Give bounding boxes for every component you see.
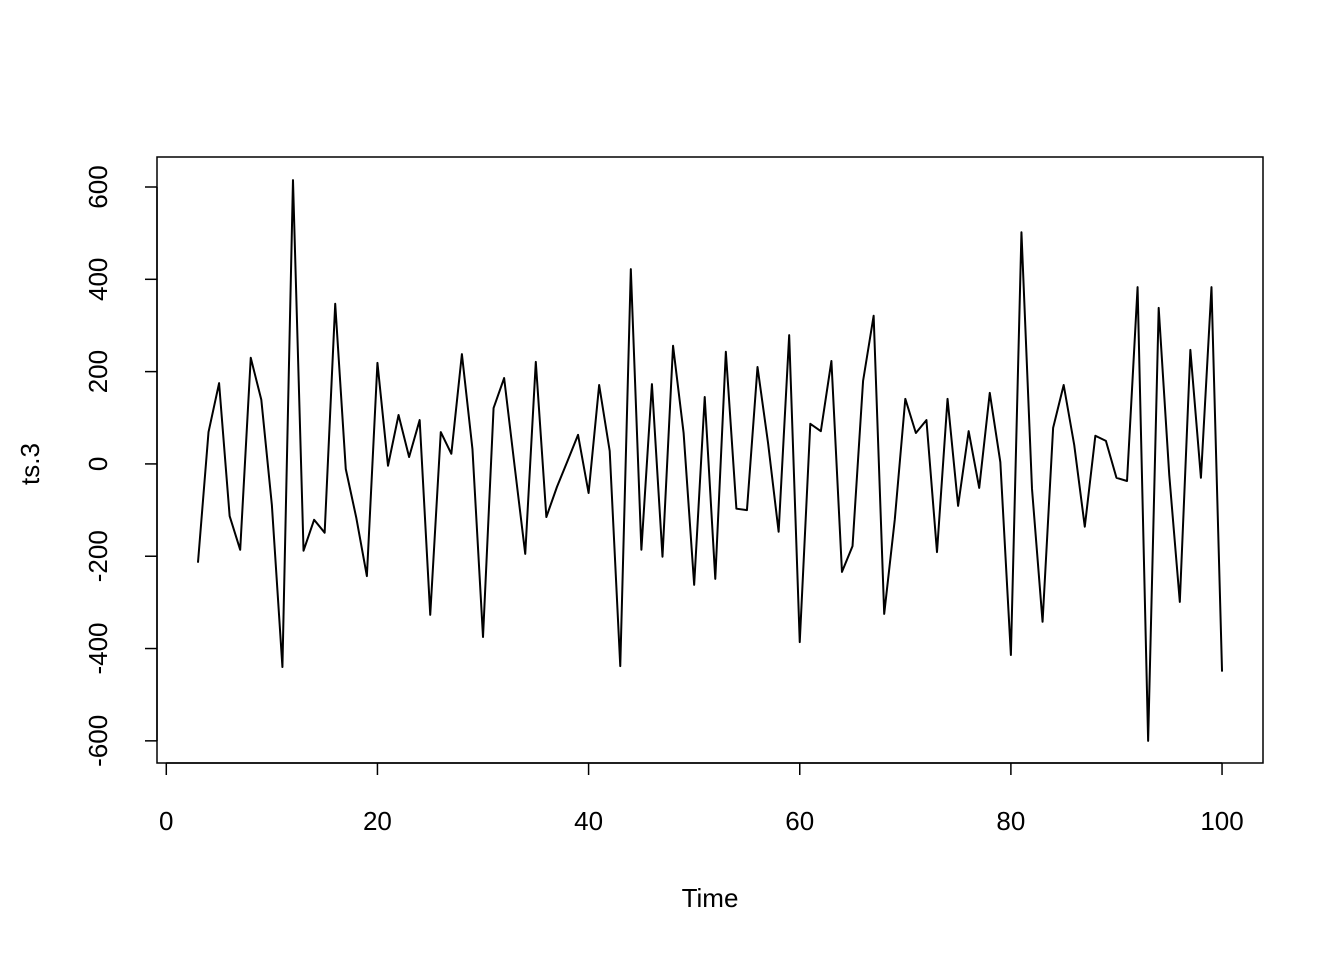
y-tick-label: 0 (83, 457, 113, 471)
x-tick-label: 40 (574, 806, 603, 836)
y-tick-label: -600 (83, 715, 113, 767)
y-tick-label: -200 (83, 530, 113, 582)
y-tick-label: 400 (83, 258, 113, 301)
y-tick-label: 600 (83, 165, 113, 208)
x-tick-label: 20 (363, 806, 392, 836)
x-axis-label: Time (682, 883, 739, 913)
y-tick-label: -400 (83, 623, 113, 675)
x-tick-label: 60 (785, 806, 814, 836)
y-tick-label: 200 (83, 350, 113, 393)
plot-box (156, 156, 1264, 764)
x-tick-label: 80 (996, 806, 1025, 836)
x-tick-label: 100 (1200, 806, 1243, 836)
series-line (196, 179, 1224, 742)
y-axis-label: ts.3 (15, 443, 45, 485)
x-tick-label: 0 (159, 806, 173, 836)
